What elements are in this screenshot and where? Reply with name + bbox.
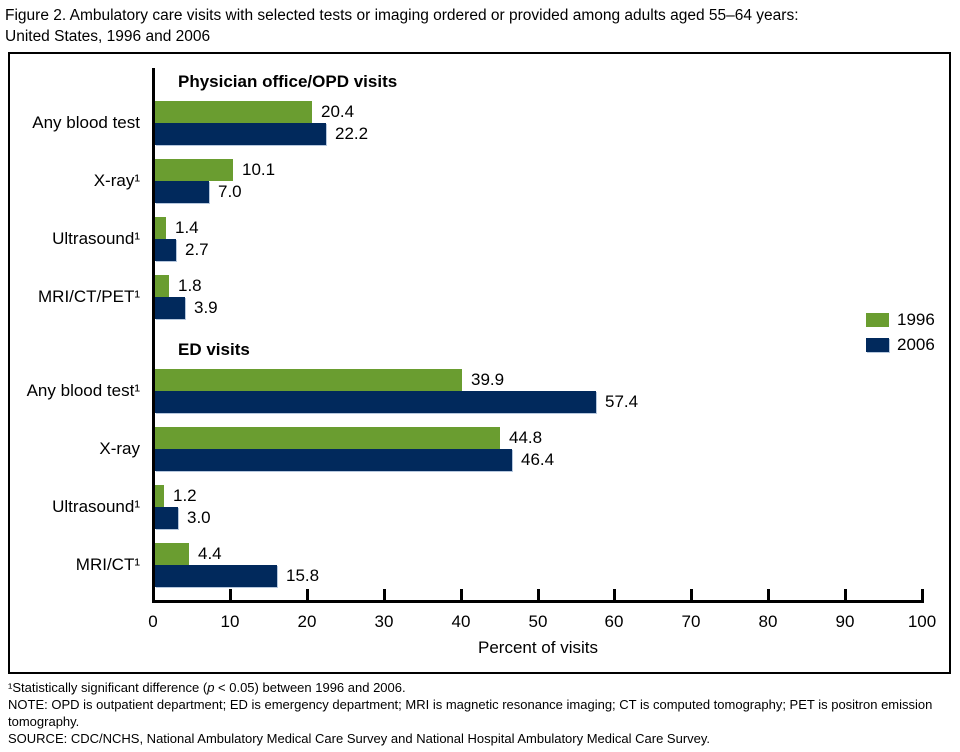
legend-swatch-2006 bbox=[866, 337, 889, 352]
x-axis-tick bbox=[537, 589, 540, 600]
legend-label-1996: 1996 bbox=[897, 309, 935, 329]
bar-value-label: 57.4 bbox=[605, 392, 639, 411]
footnote-p-italic: p bbox=[207, 680, 215, 695]
category-label: MRI/CT/PET¹ bbox=[38, 287, 140, 306]
x-axis-tick-label: 90 bbox=[835, 612, 855, 631]
category-label: X-ray bbox=[99, 439, 140, 458]
category-label: Any blood test bbox=[32, 113, 140, 132]
footnote-source: SOURCE: CDC/NCHS, National Ambulatory Me… bbox=[8, 731, 711, 746]
x-axis-tick bbox=[383, 589, 386, 600]
bar-1996 bbox=[155, 485, 164, 507]
x-axis-tick-label: 50 bbox=[528, 612, 548, 631]
x-axis-tick bbox=[460, 589, 463, 600]
x-axis-tick bbox=[152, 589, 155, 600]
section-header: ED visits bbox=[178, 340, 250, 359]
bar-1996 bbox=[155, 159, 233, 181]
legend-swatch-1996 bbox=[866, 312, 889, 327]
x-axis-tick-label: 40 bbox=[451, 612, 471, 631]
x-axis-tick-label: 80 bbox=[758, 612, 778, 631]
category-label: X-ray¹ bbox=[93, 171, 140, 190]
x-axis-tick bbox=[844, 589, 847, 600]
bar-1996 bbox=[155, 275, 169, 297]
chart-frame: Physician office/OPD visits Any blood tes… bbox=[8, 52, 951, 674]
section-header: Physician office/OPD visits bbox=[178, 72, 398, 91]
figure-title-line1: Figure 2. Ambulatory care visits with se… bbox=[5, 7, 799, 24]
figure-title-line2: United States, 1996 and 2006 bbox=[5, 28, 211, 45]
x-axis-tick-label: 100 bbox=[907, 612, 937, 631]
category-label: Ultrasound¹ bbox=[52, 497, 140, 516]
bar-value-label: 4.4 bbox=[198, 544, 222, 563]
legend: 1996 2006 bbox=[866, 307, 935, 357]
bar-2006 bbox=[155, 297, 185, 319]
x-axis-tick bbox=[613, 589, 616, 600]
bar-value-label: 1.4 bbox=[175, 218, 199, 237]
bar-2006 bbox=[155, 507, 178, 529]
bar-value-label: 1.2 bbox=[173, 486, 197, 505]
bar-value-label: 44.8 bbox=[509, 428, 543, 447]
x-axis-tick bbox=[690, 589, 693, 600]
x-axis-tick-label: 30 bbox=[374, 612, 394, 631]
category-label: Ultrasound¹ bbox=[52, 229, 140, 248]
bar-1996 bbox=[155, 543, 189, 565]
x-axis-tick-label: 70 bbox=[681, 612, 701, 631]
bar-2006 bbox=[155, 239, 176, 261]
bar-2006 bbox=[155, 123, 326, 145]
x-axis-tick-label: 20 bbox=[297, 612, 317, 631]
x-axis-tick-label: 10 bbox=[220, 612, 240, 631]
bar-value-label: 15.8 bbox=[286, 566, 320, 585]
bar-value-label: 1.8 bbox=[178, 276, 202, 295]
bar-value-label: 22.2 bbox=[335, 124, 369, 143]
bar-value-label: 46.4 bbox=[521, 450, 555, 469]
bar-value-label: 2.7 bbox=[185, 240, 209, 259]
figure-title: Figure 2. Ambulatory care visits with se… bbox=[5, 5, 955, 47]
bar-1996 bbox=[155, 217, 166, 239]
bar-value-label: 20.4 bbox=[321, 102, 355, 121]
bar-1996 bbox=[155, 427, 500, 449]
x-axis-tick bbox=[306, 589, 309, 600]
legend-label-2006: 2006 bbox=[897, 334, 935, 354]
plot-area: Physician office/OPD visits Any blood tes… bbox=[10, 54, 949, 672]
x-axis-tick-label: 0 bbox=[148, 612, 158, 631]
bar-value-label: 7.0 bbox=[218, 182, 242, 201]
category-label: MRI/CT¹ bbox=[75, 555, 140, 574]
bar-2006 bbox=[155, 181, 209, 203]
x-axis-tick bbox=[921, 589, 924, 600]
x-axis-tick bbox=[767, 589, 770, 600]
bar-value-label: 39.9 bbox=[471, 370, 505, 389]
bar-2006 bbox=[155, 449, 512, 471]
bar-2006 bbox=[155, 565, 277, 587]
footnote-note: NOTE: OPD is outpatient department; ED i… bbox=[8, 697, 933, 729]
footnote-significance: ¹Statistically significant difference (p… bbox=[8, 680, 406, 695]
bar-value-label: 3.9 bbox=[194, 298, 218, 317]
x-axis-tick-label: 60 bbox=[604, 612, 624, 631]
x-axis-title: Percent of visits bbox=[478, 638, 598, 657]
y-axis-line bbox=[152, 68, 155, 603]
bar-value-label: 3.0 bbox=[187, 508, 211, 527]
x-axis-tick bbox=[229, 589, 232, 600]
bar-value-label: 10.1 bbox=[242, 160, 276, 179]
x-axis-line bbox=[152, 600, 924, 603]
bar-1996 bbox=[155, 369, 462, 391]
bar-1996 bbox=[155, 101, 312, 123]
legend-row-1996: 1996 bbox=[866, 307, 935, 332]
category-label: Any blood test¹ bbox=[26, 381, 140, 400]
bar-2006 bbox=[155, 391, 596, 413]
legend-row-2006: 2006 bbox=[866, 332, 935, 357]
footnotes: ¹Statistically significant difference (p… bbox=[8, 679, 954, 747]
